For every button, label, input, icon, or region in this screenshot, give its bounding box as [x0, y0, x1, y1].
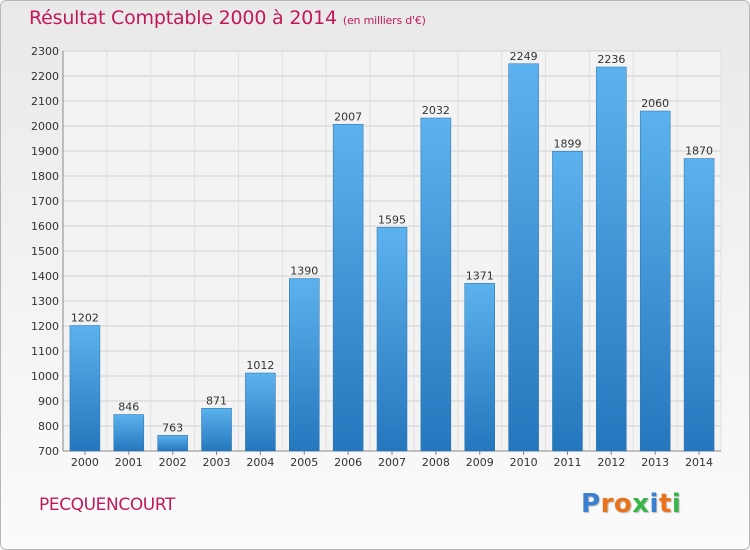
- y-tick-label: 1400: [31, 270, 59, 283]
- bar-2013: [639, 110, 671, 452]
- data-label-2003: 871: [206, 394, 227, 407]
- x-tick-label: 2012: [597, 456, 625, 469]
- bar-2005: [289, 278, 320, 452]
- x-tick-label: 2002: [159, 456, 187, 469]
- axes: 700 800 900 1000 1100 1200 1300 1400 1500 1600 170…: [31, 45, 721, 469]
- x-tick-label: 2008: [422, 456, 450, 469]
- x-tick-label: 2004: [246, 456, 274, 469]
- bar-2007: [376, 227, 408, 452]
- data-label-2006: 2007: [334, 110, 362, 123]
- x-tick-label: 2005: [290, 456, 318, 469]
- proxiti-logo: Proxiti: [581, 489, 681, 519]
- x-tick-label: 2007: [378, 456, 406, 469]
- logo-letter: P: [581, 489, 601, 519]
- x-tick-label: 2011: [553, 456, 581, 469]
- data-label-2010: 2249: [510, 50, 538, 63]
- x-tick-label: 2013: [641, 456, 669, 469]
- bar-2008: [420, 117, 452, 452]
- y-tick-label: 700: [38, 445, 59, 458]
- chart-subtitle: (en milliers d'€): [342, 14, 426, 27]
- bar-2009: [464, 283, 495, 452]
- y-tick-label: 1600: [31, 220, 59, 233]
- data-label-2000: 1202: [71, 312, 99, 325]
- y-tick-label: 1900: [31, 145, 59, 158]
- y-tick-label: 2100: [31, 95, 59, 108]
- y-tick-label: 800: [38, 420, 59, 433]
- data-label-2007: 1595: [378, 213, 406, 226]
- y-tick-label: 1300: [31, 295, 59, 308]
- data-label-2011: 1899: [553, 137, 581, 150]
- y-tick-label: 1700: [31, 195, 59, 208]
- bar-2004: [245, 372, 276, 452]
- y-tick-label: 900: [38, 395, 59, 408]
- x-tick-label: 2006: [334, 456, 362, 469]
- data-label-2012: 2236: [597, 53, 625, 66]
- x-tick-label: 2014: [685, 456, 713, 469]
- bar-2003: [201, 408, 232, 452]
- logo-letter: x: [632, 489, 650, 519]
- bar-2002: [157, 435, 188, 452]
- x-tick-label: 2010: [510, 456, 538, 469]
- bar-2001: [113, 414, 145, 452]
- data-label-2013: 2060: [641, 97, 669, 110]
- x-tick-label: 2009: [466, 456, 494, 469]
- x-tick-label: 2001: [115, 456, 143, 469]
- bar-2000: [69, 325, 101, 452]
- bar-2011: [552, 151, 583, 452]
- logo-letter: o: [613, 489, 633, 519]
- commune-name: PECQUENCOURT: [39, 495, 175, 515]
- chart-title: Résultat Comptable 2000 à 2014 (en millie…: [29, 7, 426, 29]
- y-tick-label: 2200: [31, 70, 59, 83]
- data-label-2014: 1870: [685, 145, 713, 158]
- x-tick-label: 2000: [71, 456, 99, 469]
- y-tick-label: 1200: [31, 320, 59, 333]
- bar-2010: [508, 63, 539, 452]
- data-label-2001: 846: [118, 401, 139, 414]
- bar-2012: [596, 66, 627, 452]
- data-label-2004: 1012: [246, 359, 274, 372]
- logo-letter: t: [658, 489, 672, 519]
- data-label-2005: 1390: [290, 265, 318, 278]
- y-tick-label: 2300: [31, 45, 59, 58]
- data-label-2002: 763: [162, 421, 183, 434]
- y-tick-label: 1000: [31, 370, 59, 383]
- y-tick-label: 1800: [31, 170, 59, 183]
- x-tick-label: 2003: [203, 456, 231, 469]
- bar-2014: [683, 158, 715, 452]
- logo-letter: i: [671, 489, 682, 519]
- logo-letter: r: [600, 489, 614, 519]
- chart-title-text: Résultat Comptable 2000 à 2014: [29, 7, 337, 29]
- data-labels: 1202 846 763 871 1012 1390 2007 1595 2032 1371 224…: [71, 50, 713, 435]
- y-tick-label: 1500: [31, 245, 59, 258]
- bar-2006: [332, 124, 364, 452]
- data-label-2008: 2032: [422, 104, 450, 117]
- data-label-2009: 1371: [466, 269, 494, 282]
- bars: [69, 63, 715, 452]
- y-tick-label: 2000: [31, 120, 59, 133]
- y-tick-label: 1100: [31, 345, 59, 358]
- logo-letter: i: [649, 489, 659, 519]
